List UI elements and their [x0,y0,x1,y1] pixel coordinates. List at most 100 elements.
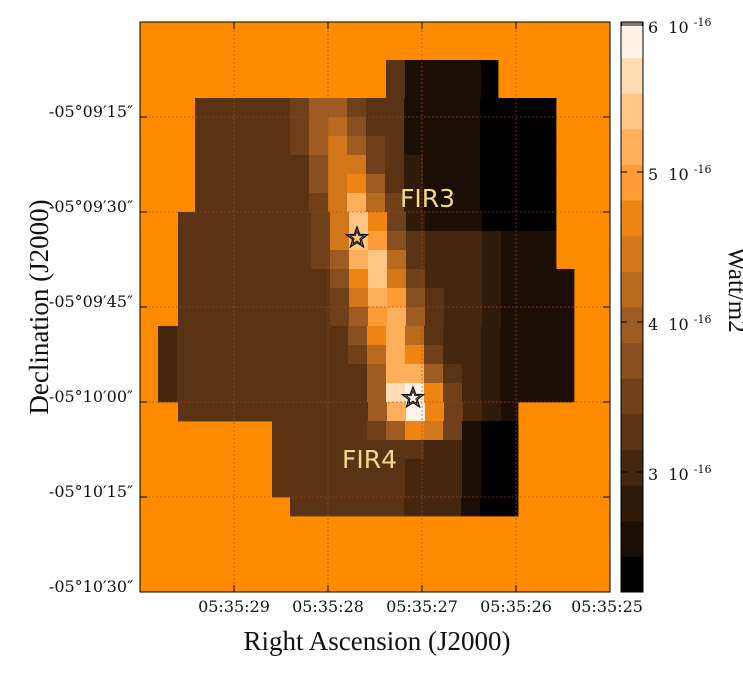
heatmap-cell [271,136,291,156]
heatmap-cell [234,326,254,346]
heatmap-cell [500,421,519,441]
heatmap-cell [424,383,444,403]
heatmap-cell [481,79,499,99]
heatmap-cell [538,364,558,384]
heatmap-cell [406,231,426,251]
heatmap-cell [272,345,292,365]
heatmap-cell [158,383,178,403]
heatmap-cell [537,98,557,118]
heatmap-cell [482,250,502,270]
heatmap-cell [463,307,483,327]
heatmap-cell [310,326,330,346]
y-tick-label: -05°09′45″ [49,292,133,311]
heatmap-cell [178,212,198,232]
heatmap-cell [558,269,575,289]
heatmap-cell [444,212,464,232]
heatmap-cell [405,440,425,460]
heatmap-cell [252,174,272,194]
heatmap-cell [424,421,444,441]
heatmap-cell [501,212,521,232]
heatmap-cell [482,288,502,308]
heatmap-cell [387,250,407,270]
heatmap-cell [196,383,216,403]
heatmap-cell [197,250,217,270]
heatmap-cell [367,421,387,441]
heatmap-cell [501,250,521,270]
heatmap-cell [252,117,272,137]
heatmap-cell [444,250,464,270]
heatmap-cell [461,117,481,137]
colorbar-band [621,93,643,130]
heatmap-cell [273,212,293,232]
x-tick-label: 05:35:27 [386,597,458,616]
heatmap-cell [368,250,388,270]
heatmap-cell [290,193,310,213]
heatmap-cell [273,250,293,270]
heatmap-cell [406,212,426,232]
heatmap-cell [423,117,443,137]
heatmap-cell [385,174,405,194]
heatmap-cell [442,98,462,118]
heatmap-cell [311,212,331,232]
heatmap-cell [444,288,464,308]
heatmap-cell [254,307,274,327]
y-ticks [140,116,610,498]
heatmap-cell [462,383,482,403]
colorbar-labels: 6 10 -16 5 10 -16 4 10 -16 3 10 -16 [648,16,711,484]
heatmap-cell [442,497,462,517]
heatmap-cell [499,136,519,156]
heatmap-cell [158,326,178,346]
heatmap-cell [368,402,388,422]
colorbar [621,22,643,593]
heatmap-cell [500,345,520,365]
heatmap-cell [348,440,368,460]
heatmap-cell [537,155,557,175]
heatmap-cell [254,288,274,308]
heatmap-cell [520,231,540,251]
heatmap-cell [557,364,575,384]
heatmap-cell [368,307,388,327]
heatmap-cell [366,497,386,517]
heatmap-cell [442,136,462,156]
heatmap-cell [425,402,445,422]
heatmap-cell [253,364,273,384]
colorbar-label-exponent: -16 [694,163,712,176]
heatmap-cell [537,174,557,194]
x-tick-label: 05:35:28 [292,597,364,616]
heatmap-cell [404,193,424,213]
heatmap-cell [195,193,215,213]
heatmap-cell [328,497,348,517]
heatmap-cell [254,250,274,270]
y-tick-label: -05°10′00″ [49,387,133,406]
star-marker-icon [400,385,426,409]
heatmap-cell [480,174,500,194]
heatmap-cell [330,212,350,232]
source-markers [344,225,426,409]
heatmap-cell [330,231,350,251]
heatmap-cell [537,117,557,137]
heatmap-cell [406,307,426,327]
heatmap-cell [272,421,292,441]
heatmap-cell [348,364,368,384]
heatmap-cell [539,269,559,289]
heatmap-cell [443,440,463,460]
heatmap-cell [195,98,215,118]
heatmap-cell [501,269,521,289]
heatmap-cell [480,193,500,213]
heatmap-cell [558,288,575,308]
heatmap-cell [235,307,255,327]
heatmap-cell [386,383,406,403]
annotation-fir3: FIR3 [400,184,455,213]
heatmap-cell [368,269,388,289]
colorbar-label-base: 10 [668,465,688,484]
heatmap-cell [424,459,444,479]
heatmap-cell [273,402,293,422]
heatmap-cell [539,250,557,270]
heatmap-cell [272,459,292,479]
colorbar-label-mantissa: 3 [648,465,658,484]
heatmap-cell [405,478,425,498]
heatmap-cell [178,269,198,289]
heatmap-cell [405,79,425,99]
colorbar-label-exponent: -16 [694,16,712,29]
heatmap-cell [366,155,386,175]
